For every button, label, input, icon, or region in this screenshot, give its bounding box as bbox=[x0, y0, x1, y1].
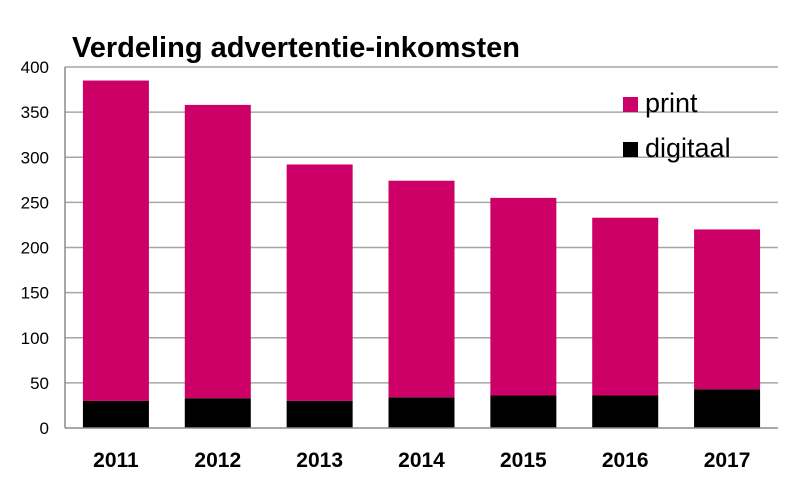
y-tick-label: 50 bbox=[30, 374, 49, 393]
y-tick-label: 300 bbox=[21, 148, 49, 167]
bars bbox=[82, 80, 761, 428]
axes bbox=[64, 67, 778, 429]
legend-swatch-print bbox=[623, 97, 638, 112]
y-tick-label: 400 bbox=[21, 58, 49, 77]
bar-print-2012 bbox=[184, 104, 251, 399]
bar-digitaal-2014 bbox=[388, 397, 455, 428]
y-tick-label: 0 bbox=[40, 419, 49, 438]
legend: print digitaal bbox=[623, 88, 731, 163]
bar-digitaal-2015 bbox=[490, 395, 557, 428]
x-tick-label: 2017 bbox=[704, 449, 751, 472]
chart-title: Verdeling advertentie-inkomsten bbox=[72, 32, 520, 64]
legend-swatch-digitaal bbox=[623, 142, 638, 157]
bar-digitaal-2016 bbox=[592, 395, 659, 428]
bar-digitaal-2012 bbox=[184, 398, 251, 428]
bar-print-2017 bbox=[694, 229, 761, 390]
bar-digitaal-2013 bbox=[286, 400, 353, 428]
bar-print-2014 bbox=[388, 180, 455, 398]
bar-print-2013 bbox=[286, 164, 353, 401]
y-tick-label: 100 bbox=[21, 329, 49, 348]
x-tick-label: 2011 bbox=[93, 449, 139, 472]
x-tick-label: 2013 bbox=[296, 449, 343, 472]
bar-digitaal-2011 bbox=[82, 400, 149, 428]
legend-label-print: print bbox=[645, 88, 698, 118]
y-tick-labels: 0 50 100 150 200 250 300 350 400 bbox=[21, 58, 49, 438]
bar-digitaal-2017 bbox=[694, 389, 761, 428]
y-tick-label: 250 bbox=[21, 193, 49, 212]
x-tick-label: 2015 bbox=[500, 449, 547, 472]
legend-label-digitaal: digitaal bbox=[645, 133, 731, 163]
bar-print-2015 bbox=[490, 197, 557, 396]
bar-print-2016 bbox=[592, 217, 659, 396]
x-tick-label: 2014 bbox=[398, 449, 445, 472]
x-tick-label: 2012 bbox=[194, 449, 241, 472]
y-tick-label: 200 bbox=[21, 239, 49, 258]
x-tick-labels: 2011 2012 2013 2014 2015 2016 2017 bbox=[93, 449, 750, 472]
bar-print-2011 bbox=[82, 80, 149, 401]
y-tick-label: 150 bbox=[21, 284, 49, 303]
y-tick-label: 350 bbox=[21, 103, 49, 122]
x-tick-label: 2016 bbox=[602, 449, 649, 472]
